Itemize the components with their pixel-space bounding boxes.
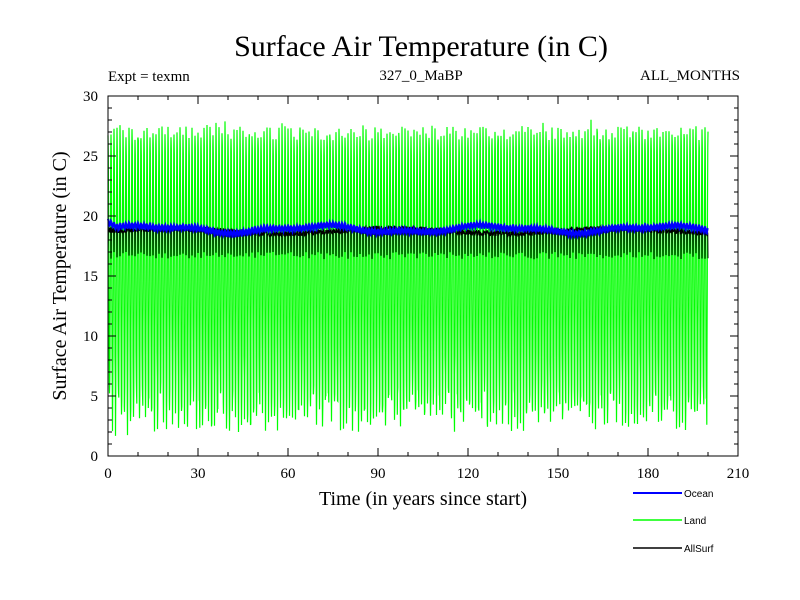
x-tick-label: 150 (547, 466, 570, 482)
y-tick-label: 10 (83, 329, 98, 345)
subtitle-months: ALL_MONTHS (640, 68, 740, 84)
legend-item-ocean: Ocean (633, 489, 713, 500)
x-tick-label: 210 (727, 466, 750, 482)
subtitle-experiment: Expt = texmn (108, 69, 190, 85)
x-tick-label: 180 (637, 466, 660, 482)
y-tick-label: 15 (83, 269, 98, 285)
y-tick-label: 0 (91, 449, 99, 465)
legend-label-ocean: Ocean (684, 489, 713, 500)
legend-item-allsurf: AllSurf (633, 544, 714, 555)
x-axis-label: Time (in years since start) (319, 488, 527, 510)
y-tick-label: 20 (83, 209, 98, 225)
x-tick-label: 0 (104, 466, 112, 482)
x-tick-label: 60 (281, 466, 296, 482)
series-land (107, 119, 709, 436)
x-tick-label: 30 (191, 466, 206, 482)
x-tick-label: 90 (371, 466, 386, 482)
y-axis: 0 5 10 15 20 25 30 (83, 89, 738, 465)
x-axis: 0 30 60 90 120 150 180 210 (104, 96, 749, 482)
legend-item-land: Land (633, 516, 706, 527)
chart-title: Surface Air Temperature (in C) (234, 30, 608, 63)
land-line (107, 119, 709, 436)
y-tick-label: 30 (83, 89, 98, 105)
y-tick-label: 5 (91, 389, 99, 405)
legend-label-allsurf: AllSurf (684, 544, 714, 555)
ocean-line (107, 217, 709, 241)
legend-label-land: Land (684, 516, 706, 527)
legend: Ocean Land AllSurf (633, 489, 714, 555)
y-axis-label: Surface Air Temperature (in C) (49, 151, 71, 400)
x-tick-label: 120 (457, 466, 480, 482)
y-tick-label: 25 (83, 149, 98, 165)
subtitle-period: 327_0_MaBP (379, 68, 462, 84)
series-ocean (107, 217, 709, 241)
